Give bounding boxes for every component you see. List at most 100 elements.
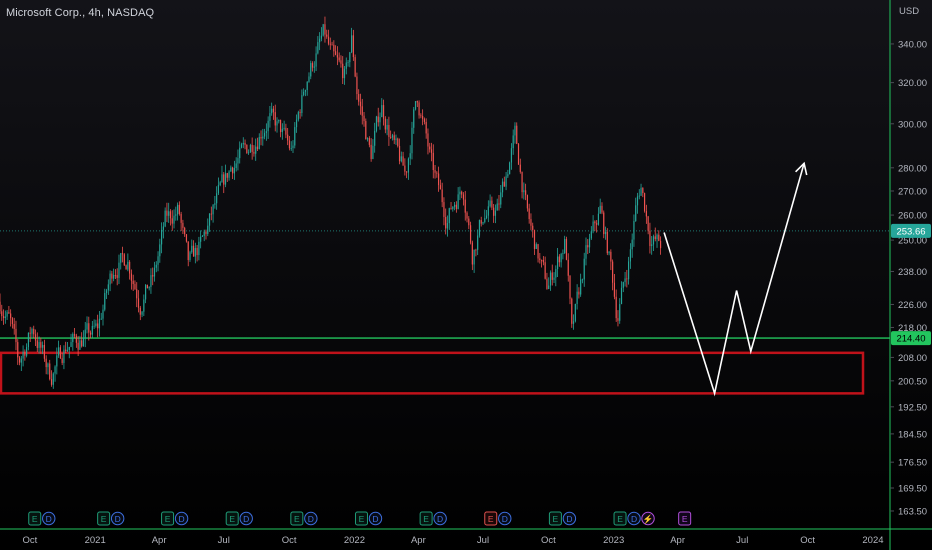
- candle-down: [438, 173, 440, 186]
- candle-up: [315, 53, 317, 67]
- candle-up: [501, 181, 504, 193]
- time-tick-label: Apr: [411, 535, 426, 546]
- candle-up: [407, 158, 410, 173]
- candle-up: [20, 358, 22, 363]
- candle-up: [343, 68, 346, 79]
- candle-up: [379, 117, 381, 123]
- candle-down: [1, 311, 3, 317]
- candle-up: [347, 62, 349, 63]
- candle-up: [155, 264, 157, 268]
- event-badge-letter: E: [294, 514, 300, 524]
- candle-down: [182, 222, 184, 228]
- event-badge-group[interactable]: E D ⚡: [613, 511, 655, 526]
- candle-down: [613, 282, 616, 297]
- event-badge-letter: D: [437, 514, 443, 524]
- candle-down: [121, 253, 124, 255]
- last-price-label-bg: [891, 223, 931, 238]
- candle-up: [414, 101, 417, 110]
- candle-down: [498, 203, 500, 205]
- event-badge-letter: E: [423, 514, 429, 524]
- candle-down: [521, 171, 523, 193]
- candle-up: [216, 193, 218, 204]
- candle-down: [546, 278, 548, 289]
- candle-down: [541, 259, 543, 261]
- candle-down: [626, 278, 628, 280]
- event-badge-group[interactable]: E: [678, 511, 692, 526]
- price-tick-label: 300.00: [898, 119, 927, 130]
- candle-down: [187, 241, 189, 261]
- dividend-icon: [239, 511, 253, 526]
- candle-down: [73, 334, 76, 336]
- candle-up: [453, 204, 456, 207]
- candle-up: [313, 66, 315, 68]
- candle-down: [253, 151, 255, 154]
- earnings-icon: [290, 511, 304, 526]
- time-tick-label: 2024: [862, 535, 883, 546]
- candle-down: [274, 112, 276, 126]
- candle-up: [271, 108, 273, 114]
- candle-up: [194, 247, 196, 257]
- candle-up: [207, 225, 209, 234]
- candle-down: [432, 152, 434, 171]
- candle-up: [63, 349, 65, 363]
- candle-up: [160, 229, 163, 245]
- candle-up: [52, 373, 54, 385]
- candle-down: [475, 249, 477, 251]
- candle-up: [306, 81, 308, 91]
- candle-up: [228, 171, 230, 178]
- candle-down: [77, 342, 79, 350]
- candle-down: [439, 185, 441, 190]
- price-tick-label: 238.00: [898, 267, 927, 278]
- candle-up: [592, 221, 594, 232]
- candle-up: [173, 215, 175, 224]
- candle-up: [509, 162, 511, 175]
- price-tick-label: 250.00: [898, 236, 927, 247]
- candle-down: [246, 144, 248, 154]
- candle-down: [81, 340, 83, 347]
- candle-up: [42, 344, 44, 348]
- candle-up: [294, 127, 296, 146]
- candle-down: [169, 211, 172, 219]
- candle-down: [125, 265, 127, 270]
- candle-up: [629, 249, 631, 262]
- time-tick-label: Oct: [800, 535, 815, 546]
- candle-down: [184, 227, 186, 235]
- candle-up: [237, 158, 239, 164]
- candle-down: [526, 195, 528, 209]
- candle-up: [255, 146, 257, 154]
- candle-down: [18, 357, 21, 363]
- event-badge-letter: D: [372, 514, 378, 524]
- candle-down: [528, 208, 530, 220]
- support-price-label-text: 214.40: [896, 334, 925, 345]
- candle-up: [98, 318, 101, 329]
- candle-down: [544, 262, 546, 279]
- candle-down: [443, 202, 445, 217]
- candle-down: [331, 44, 333, 46]
- candle-up: [487, 206, 489, 216]
- candle-up: [120, 253, 122, 263]
- candle-up: [162, 226, 164, 230]
- candle-down: [97, 323, 99, 329]
- candle-up: [485, 215, 488, 219]
- candle-up: [656, 234, 658, 240]
- candle-down: [338, 57, 340, 61]
- candle-up: [82, 338, 85, 347]
- candle-down: [402, 156, 404, 166]
- event-badge-letter: E: [359, 514, 365, 524]
- price-tick-label: 260.00: [898, 211, 927, 222]
- candle-up: [47, 363, 49, 368]
- candle-up: [107, 284, 109, 291]
- earnings-icon: [97, 511, 111, 526]
- candle-down: [596, 223, 598, 225]
- currency-label: USD: [899, 6, 919, 17]
